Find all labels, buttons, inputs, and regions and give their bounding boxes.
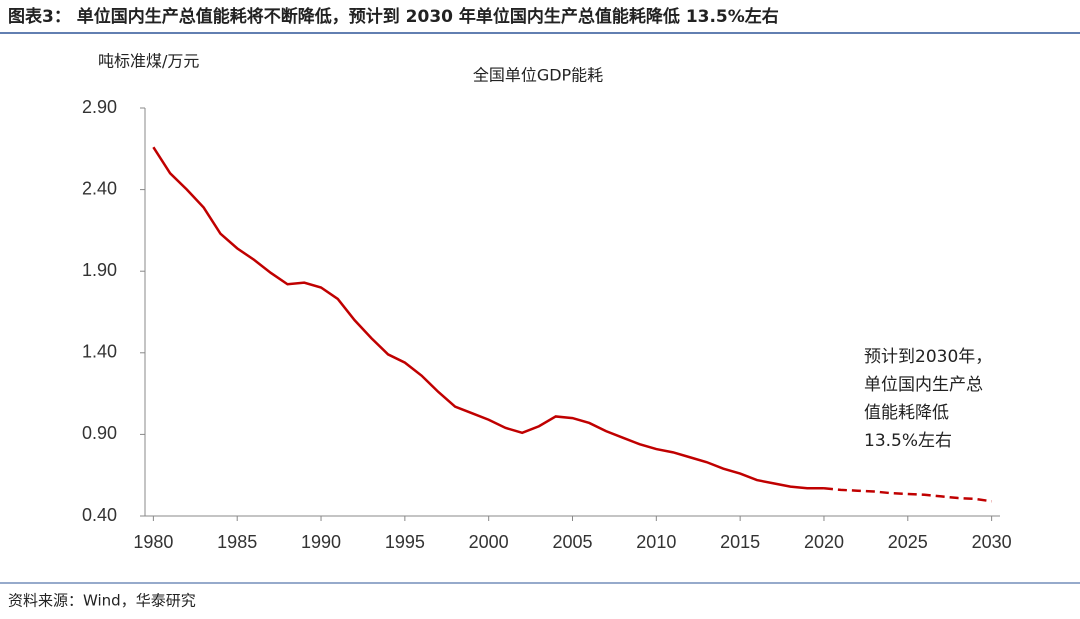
- annotation: 预计到2030年，: [864, 347, 992, 367]
- chart-title: 图表3： 单位国内生产总值能耗将不断降低，预计到 2030 年单位国内生产总值能…: [8, 6, 779, 27]
- y-tick-label: 0.90: [82, 423, 117, 443]
- y-tick-label: 0.40: [82, 505, 117, 525]
- x-tick-label: 1995: [385, 532, 425, 552]
- annotation: 单位国内生产总: [864, 375, 983, 395]
- x-tick-label: 2010: [636, 532, 676, 552]
- annotation: 13.5%左右: [864, 431, 952, 451]
- y-tick-label: 1.40: [82, 342, 117, 362]
- x-tick-label: 2005: [552, 532, 592, 552]
- source: 资料来源：Wind，华泰研究: [8, 592, 196, 610]
- line-series: [823, 487, 992, 503]
- x-tick-label: 2030: [972, 532, 1012, 552]
- y-tick-label: 2.90: [82, 97, 117, 117]
- y-axis-label: 吨标准煤/万元: [98, 52, 199, 71]
- x-tick-label: 2025: [888, 532, 928, 552]
- x-tick-label: 2020: [804, 532, 844, 552]
- x-tick-label: 1985: [217, 532, 257, 552]
- line-series: [152, 146, 824, 490]
- chart-subtitle: 全国单位GDP能耗: [473, 66, 603, 85]
- x-tick-label: 2015: [720, 532, 760, 552]
- y-tick-label: 1.90: [82, 260, 117, 280]
- x-tick-label: 1990: [301, 532, 341, 552]
- x-tick-label: 2000: [469, 532, 509, 552]
- annotation: 值能耗降低: [864, 403, 949, 423]
- x-tick-label: 1980: [133, 532, 173, 552]
- y-tick-label: 2.40: [82, 178, 117, 198]
